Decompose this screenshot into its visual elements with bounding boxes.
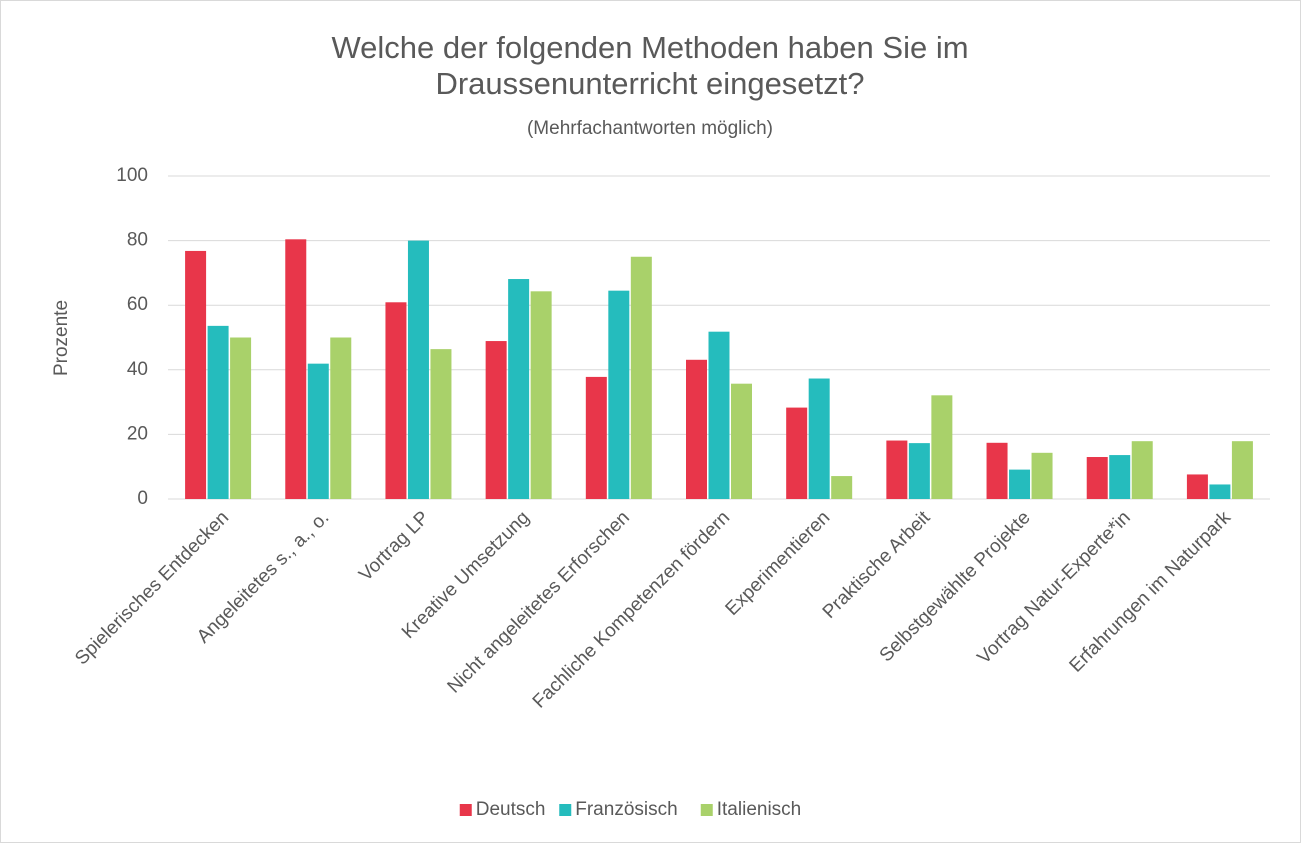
bar [430, 349, 452, 499]
bar [1109, 455, 1131, 499]
bar [385, 302, 407, 499]
bar [1231, 441, 1253, 499]
bar [831, 476, 853, 499]
bar [207, 325, 229, 499]
bar [708, 331, 730, 499]
y-tick-label: 0 [137, 488, 148, 509]
y-tick-label: 60 [127, 294, 148, 315]
legend-swatch [559, 804, 572, 816]
bar [786, 407, 808, 499]
bar [585, 376, 607, 499]
bar [1186, 474, 1208, 499]
bar [230, 337, 252, 499]
y-tick-label: 100 [116, 165, 148, 186]
bar [686, 359, 707, 499]
bar [986, 442, 1008, 499]
bar [1009, 469, 1031, 499]
y-tick-label: 80 [127, 230, 148, 251]
legend-label: Deutsch [476, 799, 546, 820]
bar [307, 363, 329, 499]
legend-swatch [459, 804, 472, 816]
legend-swatch [700, 804, 713, 816]
chart-subtitle: (Mehrfachantworten möglich) [526, 118, 774, 139]
y-axis-label: Prozente [51, 300, 72, 376]
bar [1131, 441, 1153, 499]
bar [508, 279, 530, 499]
bar [886, 440, 908, 499]
y-tick-label: 40 [127, 359, 148, 380]
bar [407, 240, 429, 499]
bar [485, 341, 507, 499]
bar [630, 256, 652, 499]
bar [530, 291, 552, 499]
bar [908, 443, 930, 499]
chart-title: Welche der folgenden Methoden haben Sie … [331, 30, 969, 101]
bar [731, 383, 752, 499]
bar [931, 395, 953, 499]
bar [285, 239, 307, 500]
bar [1031, 452, 1053, 499]
bar [330, 337, 352, 499]
bar [608, 290, 630, 499]
bar [1086, 457, 1108, 499]
bar [185, 250, 207, 499]
legend-label: Französisch [575, 799, 677, 820]
bar [808, 378, 830, 499]
bar [1209, 484, 1231, 499]
y-tick-label: 20 [127, 423, 148, 444]
legend-label: Italienisch [717, 799, 802, 820]
